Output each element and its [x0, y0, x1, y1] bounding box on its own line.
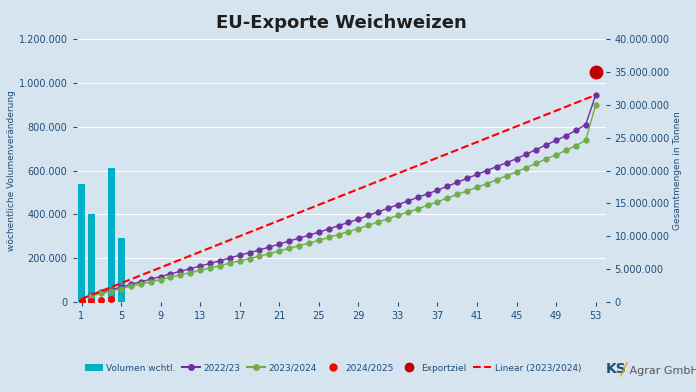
Y-axis label: wöchentliche Volumenveränderung: wöchentliche Volumenveränderung: [7, 90, 16, 251]
Text: KS: KS: [606, 362, 626, 376]
Y-axis label: Gesamtmengen in Tonnen: Gesamtmengen in Tonnen: [672, 111, 681, 230]
Bar: [118, 238, 125, 302]
Bar: [88, 214, 95, 302]
Text: /: /: [620, 360, 626, 378]
Legend: Volumen wchtl., 2022/23, 2023/2024, 2024/2025, Exportziel, Linear (2023/2024): Volumen wchtl., 2022/23, 2023/2024, 2024…: [81, 360, 585, 376]
Bar: [108, 168, 115, 302]
Title: EU-Exporte Weichweizen: EU-Exporte Weichweizen: [216, 14, 466, 32]
Bar: [78, 183, 85, 302]
Text: Agrar GmbH: Agrar GmbH: [626, 366, 696, 376]
